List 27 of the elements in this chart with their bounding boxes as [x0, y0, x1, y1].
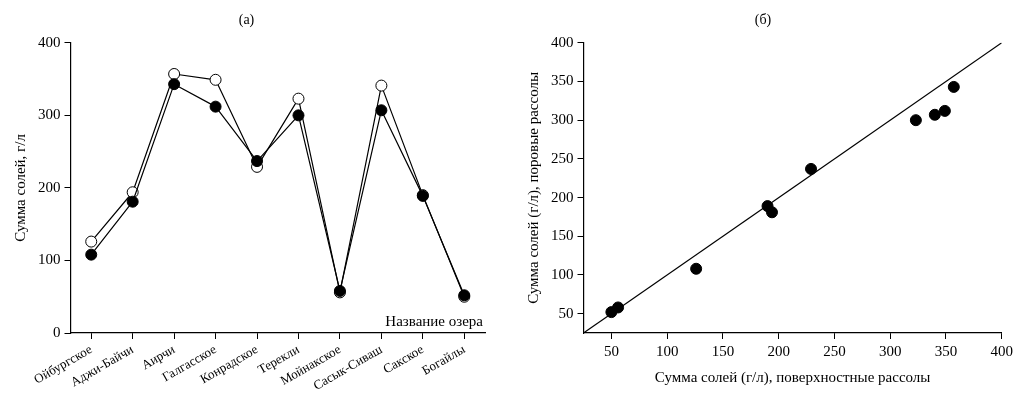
y-tick-label: 50 — [558, 304, 574, 321]
x-tick-label: 400 — [990, 342, 1013, 359]
x-tick-label: 200 — [767, 342, 790, 359]
chart-title: (а) — [238, 12, 255, 29]
x-tick-label: 100 — [655, 342, 679, 359]
x-tick-label: 150 — [711, 342, 735, 359]
x-tick-label: 50 — [603, 342, 619, 359]
y-tick-label: 400 — [38, 33, 61, 50]
x-axis-title: Сумма солей (г/л), поверхностные рассолы — [654, 368, 931, 386]
y-tick-label: 100 — [551, 265, 574, 282]
y-tick-label: 200 — [551, 188, 574, 205]
y-axis-title: Сумма солей (г/л), поровые рассолы — [524, 71, 542, 304]
chart-title: (б) — [754, 12, 772, 29]
x-tick-label: 300 — [878, 342, 902, 359]
y-tick-label: 0 — [53, 323, 61, 340]
y-tick-label: 250 — [551, 149, 574, 166]
y-axis-title: Сумма солей, г/л — [11, 133, 28, 242]
y-tick-label: 300 — [38, 106, 61, 123]
y-tick-label: 400 — [551, 33, 574, 50]
y-tick-label: 100 — [38, 251, 61, 268]
x-tick-label: 350 — [934, 342, 958, 359]
x-tick-label: 250 — [823, 342, 846, 359]
y-tick-label: 350 — [551, 72, 574, 89]
y-tick-label: 150 — [551, 227, 574, 244]
x-axis-title: Название озера — [385, 313, 484, 330]
y-tick-label: 200 — [38, 178, 61, 195]
y-tick-label: 300 — [551, 111, 574, 128]
